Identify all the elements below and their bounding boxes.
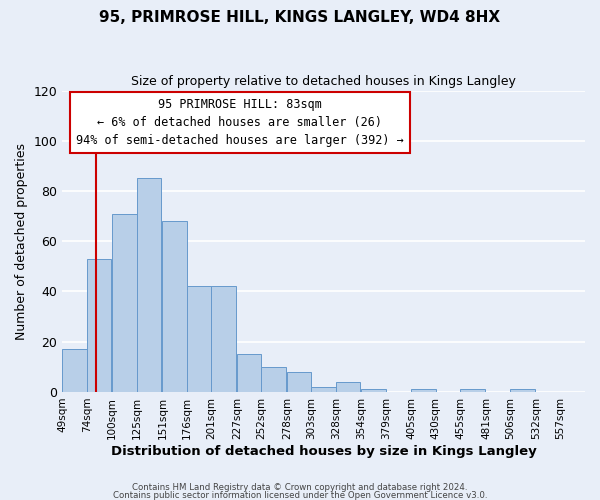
Bar <box>187 286 211 392</box>
Bar <box>311 387 335 392</box>
Text: Contains public sector information licensed under the Open Government Licence v3: Contains public sector information licen… <box>113 491 487 500</box>
Bar <box>287 372 311 392</box>
Title: Size of property relative to detached houses in Kings Langley: Size of property relative to detached ho… <box>131 75 516 88</box>
Bar <box>511 390 535 392</box>
Text: 95 PRIMROSE HILL: 83sqm
← 6% of detached houses are smaller (26)
94% of semi-det: 95 PRIMROSE HILL: 83sqm ← 6% of detached… <box>76 98 404 147</box>
Bar <box>262 367 286 392</box>
Bar <box>163 221 187 392</box>
Text: 95, PRIMROSE HILL, KINGS LANGLEY, WD4 8HX: 95, PRIMROSE HILL, KINGS LANGLEY, WD4 8H… <box>100 10 500 25</box>
Text: Contains HM Land Registry data © Crown copyright and database right 2024.: Contains HM Land Registry data © Crown c… <box>132 484 468 492</box>
Bar <box>112 214 137 392</box>
Bar <box>336 382 360 392</box>
Bar <box>460 390 485 392</box>
Bar <box>211 286 236 392</box>
Bar <box>361 390 386 392</box>
Bar <box>412 390 436 392</box>
Bar <box>62 350 86 392</box>
Bar <box>237 354 261 392</box>
X-axis label: Distribution of detached houses by size in Kings Langley: Distribution of detached houses by size … <box>111 444 536 458</box>
Bar <box>87 259 111 392</box>
Y-axis label: Number of detached properties: Number of detached properties <box>15 143 28 340</box>
Bar <box>137 178 161 392</box>
